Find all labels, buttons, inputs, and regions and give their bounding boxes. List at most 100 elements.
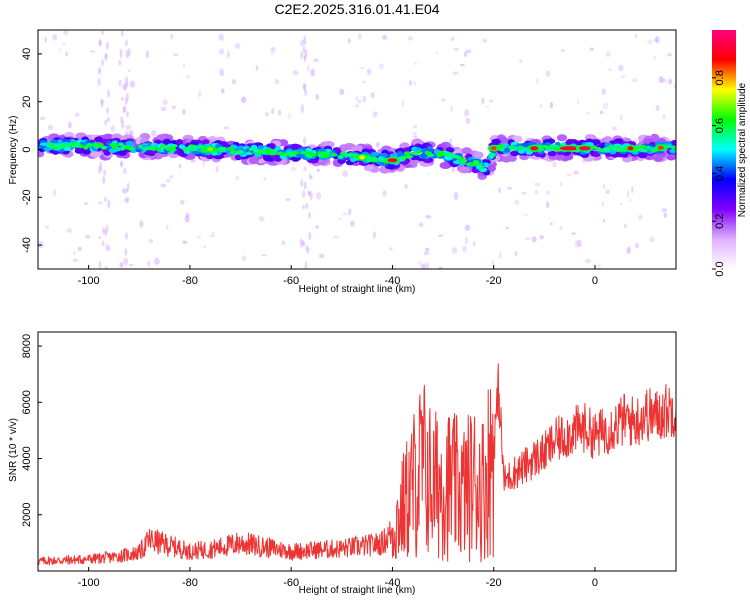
heatmap-streak: [100, 99, 104, 108]
heatmap-y-tick-label: 0: [21, 146, 33, 152]
heatmap-speckle: [489, 99, 493, 103]
heatmap-speckle: [539, 234, 544, 240]
heatmap-speckle: [315, 93, 319, 101]
heatmap-cell: [138, 144, 143, 149]
heatmap-streak: [99, 161, 103, 172]
heatmap-speckle: [160, 183, 167, 188]
heatmap-speckle: [357, 33, 362, 40]
heatmap-speckle: [211, 231, 216, 237]
heatmap-streak: [123, 167, 127, 175]
heatmap-speckle: [459, 63, 465, 67]
heatmap-cell: [436, 152, 444, 157]
heatmap-x-tick-label: -60: [283, 275, 299, 287]
snr-x-tick-label: 0: [592, 577, 598, 589]
heatmap-streak: [98, 38, 102, 46]
heatmap-y-tick-label: -20: [21, 189, 33, 205]
heatmap-speckle: [453, 48, 459, 51]
heatmap-speckle: [333, 235, 340, 239]
heatmap-streak: [120, 30, 124, 37]
heatmap-cell: [94, 136, 103, 143]
colorbar-tick-label: 0.6: [714, 118, 726, 133]
heatmap-streak: [98, 260, 102, 269]
heatmap-speckle: [524, 213, 528, 217]
heatmap-speckle: [464, 224, 471, 231]
heatmap-cell: [378, 157, 386, 162]
heatmap-speckle: [464, 109, 470, 117]
heatmap-cell: [58, 143, 65, 148]
heatmap-cell: [202, 139, 210, 145]
heatmap-speckle: [218, 33, 225, 42]
heatmap-streak: [120, 160, 124, 166]
heatmap-speckle: [661, 114, 666, 120]
heatmap-speckle: [418, 222, 424, 228]
heatmap-streak: [302, 242, 306, 247]
heatmap-cell: [509, 150, 520, 157]
heatmap-speckle: [536, 78, 539, 84]
heatmap-cell: [517, 145, 526, 150]
snr-series-line: [38, 363, 676, 566]
heatmap-cell: [591, 139, 601, 145]
heatmap-speckle: [190, 158, 196, 163]
heatmap-speckle: [491, 260, 495, 266]
heatmap-speckle: [231, 78, 237, 85]
heatmap-cell: [608, 144, 614, 149]
heatmap-speckle: [463, 51, 467, 58]
heatmap-speckle: [404, 184, 408, 189]
heatmap-speckle: [407, 36, 414, 41]
heatmap-speckle: [170, 33, 174, 40]
heatmap-cell: [603, 146, 611, 151]
heatmap-speckle: [652, 55, 657, 60]
heatmap-streak: [100, 30, 104, 35]
heatmap-speckle: [576, 98, 580, 105]
heatmap-speckle: [663, 212, 667, 218]
heatmap-streak: [308, 173, 312, 179]
heatmap-speckle: [505, 226, 510, 230]
heatmap-streak: [107, 89, 111, 98]
heatmap-speckle: [382, 34, 387, 40]
heatmap-speckle: [599, 110, 604, 115]
heatmap-speckle: [634, 33, 638, 39]
heatmap-speckle: [560, 181, 563, 187]
snr-y-axis-label: SNR (10 * v/v): [8, 418, 19, 482]
heatmap-speckle: [602, 102, 608, 110]
heatmap-speckle: [653, 39, 659, 42]
heatmap-cell: [499, 147, 505, 152]
heatmap-speckle: [219, 68, 225, 77]
heatmap-speckle: [546, 70, 551, 77]
heatmap-cell: [468, 162, 474, 166]
heatmap-cell: [65, 143, 71, 147]
heatmap-speckle: [305, 245, 310, 251]
snr-x-tick-label: -20: [486, 577, 502, 589]
snr-x-ticks: -100 -80 -60 -40 -20 0: [78, 567, 598, 589]
heatmap-speckle: [203, 245, 206, 249]
heatmap-speckle: [139, 220, 144, 228]
heatmap-speckle: [550, 222, 553, 226]
heatmap-cell: [248, 156, 259, 164]
heatmap-streak: [125, 82, 129, 88]
heatmap-speckle: [597, 263, 601, 269]
heatmap-speckle: [261, 254, 268, 257]
heatmap-speckle: [227, 50, 230, 59]
heatmap-speckle: [110, 125, 115, 132]
snr-x-tick-label: -40: [384, 577, 400, 589]
colorbar-tick-label: 0.2: [714, 214, 726, 229]
heatmap-speckle: [264, 111, 269, 117]
heatmap-hotspot: [627, 146, 634, 151]
heatmap-speckle: [559, 225, 563, 230]
heatmap-speckle: [271, 108, 275, 115]
heatmap-cell: [501, 155, 512, 163]
heatmap-cell: [73, 143, 80, 147]
heatmap-streak: [307, 191, 311, 197]
heatmap-speckle: [215, 165, 219, 173]
heatmap-speckle: [63, 30, 69, 36]
heatmap-speckle: [546, 190, 551, 195]
heatmap-speckle: [154, 257, 160, 265]
heatmap-speckle: [342, 170, 349, 178]
heatmap-cell: [257, 145, 264, 151]
heatmap-speckle: [169, 175, 174, 179]
heatmap-streak: [122, 83, 126, 90]
snr-x-axis-label: Height of straight line (km): [299, 585, 416, 596]
heatmap-speckle: [602, 219, 606, 223]
heatmap-speckle: [66, 227, 72, 233]
